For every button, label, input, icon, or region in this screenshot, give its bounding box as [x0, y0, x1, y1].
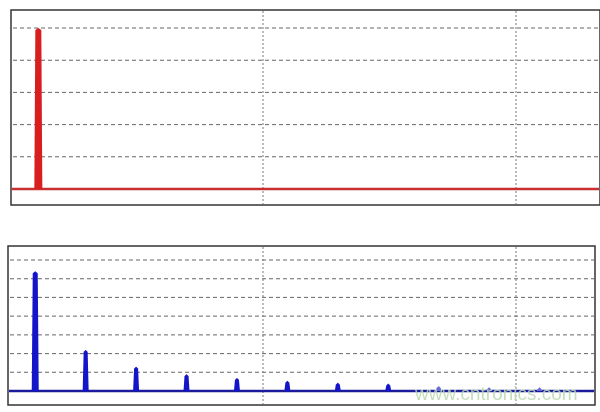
spectral-peak-7 [334, 382, 341, 391]
plot-frame-1 [10, 9, 600, 206]
spectral-peak-10 [486, 387, 493, 391]
plot-frame-2 [7, 245, 596, 406]
spectral-peak-1 [34, 28, 43, 189]
spectral-peak-8 [385, 383, 392, 391]
spectral-peak-6 [284, 380, 291, 391]
spectral-peak-4 [183, 374, 190, 391]
spectral-peak-3 [133, 366, 140, 391]
spectral-peak-1 [31, 271, 39, 391]
spectral-peak-2 [82, 349, 89, 391]
spectral-peak-11 [536, 387, 543, 391]
spectral-peak-9 [435, 385, 442, 391]
watermark: www.cntronics.com [415, 384, 578, 405]
spectral-peak-5 [233, 377, 240, 391]
